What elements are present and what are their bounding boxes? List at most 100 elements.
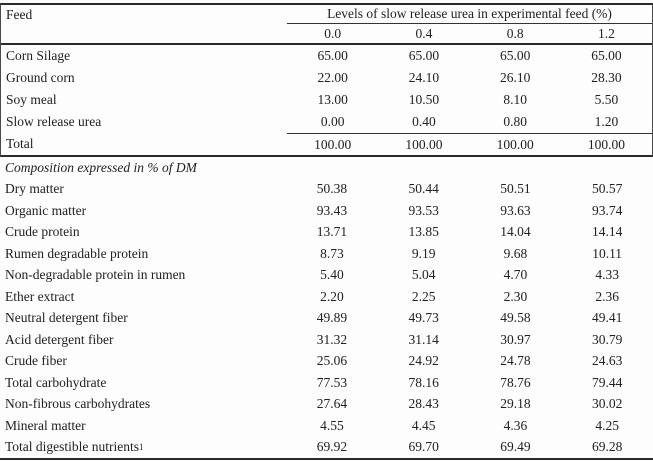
table-row-slow-release-urea: Slow release urea 0.00 0.40 0.80 1.20 (1, 111, 652, 133)
value-cell: 8.10 (503, 92, 527, 107)
row-label: Organic matter (5, 202, 87, 218)
value-cell: 50.57 (591, 181, 623, 197)
value-cell: 5.04 (411, 267, 436, 283)
row-label: Crude fiber (5, 353, 67, 369)
row-values: 8.73 9.19 9.68 10.11 (286, 243, 653, 265)
value-cell: 50.44 (408, 181, 439, 197)
table-row-organic-matter: Organic matter 93.43 93.53 93.63 93.74 (0, 200, 653, 222)
value-cell: 69.92 (316, 439, 348, 455)
row-values: 50.38 50.44 50.51 50.57 (286, 179, 653, 201)
value-cell: 4.36 (503, 417, 528, 433)
value-cell: 79.44 (591, 374, 623, 390)
table-row-rumen-degradable-protein: Rumen degradable protein 8.73 9.19 9.68 … (0, 243, 653, 265)
row-label: Mineral matter (5, 417, 86, 433)
value-cell: 2.30 (503, 288, 528, 304)
row-values: 5.40 5.04 4.70 4.33 (286, 265, 653, 287)
row-values: 4.55 4.45 4.36 4.25 (286, 415, 653, 437)
value-cell: 13.00 (317, 92, 348, 107)
row-values: 69.92 69.70 69.49 69.28 (286, 437, 653, 459)
value-cell: 5.40 (320, 267, 344, 283)
table-row-total: Total 100.00 100.00 100.00 100.00 (1, 133, 652, 155)
table-row-acid-detergent-fiber: Acid detergent fiber 31.32 31.14 30.97 3… (0, 329, 653, 351)
row-values: 65.00 65.00 65.00 65.00 (287, 45, 652, 67)
value-cell: 24.92 (408, 353, 439, 369)
table-row-crude-protein: Crude protein 13.71 13.85 14.04 14.14 (0, 222, 653, 244)
row-label: Total carbohydrate (5, 374, 107, 390)
table-row-total-carbohydrate: Total carbohydrate 77.53 78.16 78.76 79.… (0, 372, 653, 394)
value-cell: 65.00 (499, 48, 531, 63)
row-values: 100.00 100.00 100.00 100.00 (287, 133, 652, 155)
row-values: 2.20 2.25 2.30 2.36 (286, 286, 653, 308)
value-cell: 14.04 (500, 224, 531, 240)
value-cell: 77.53 (316, 374, 348, 390)
row-label: Neutral detergent fiber (5, 310, 128, 326)
value-cell: 8.73 (320, 245, 344, 261)
value-cell: 1.20 (594, 114, 619, 129)
value-cell: 4.70 (503, 267, 528, 283)
value-cell: 31.32 (316, 331, 348, 347)
value-cell: 100.00 (587, 136, 625, 152)
row-label: Non-degradable protein in rumen (5, 267, 186, 283)
level-header-0.8: 0.8 (506, 25, 524, 41)
value-cell: 22.00 (317, 70, 348, 85)
ingredients-section: Feed Levels of slow release urea in expe… (0, 3, 653, 157)
row-values: 27.64 28.43 29.18 30.02 (286, 394, 653, 416)
table-row-non-degradable-protein: Non-degradable protein in rumen 5.40 5.0… (0, 265, 653, 287)
level-header-1.2: 1.2 (597, 25, 615, 41)
row-label: Soy meal (6, 92, 57, 107)
composition-section-header: Composition expressed in % of DM (5, 159, 197, 175)
row-values: 0.00 0.40 0.80 1.20 (287, 111, 652, 133)
value-cell: 9.68 (503, 245, 528, 261)
row-label-text: Total digestible nutrients (5, 439, 140, 455)
row-values: 13.00 10.50 8.10 5.50 (287, 89, 652, 111)
value-cell: 27.64 (316, 396, 348, 412)
value-cell: 10.11 (592, 245, 623, 261)
level-header-0.4: 0.4 (415, 25, 433, 41)
value-cell: 0.80 (503, 114, 527, 129)
value-cell: 13.85 (408, 224, 439, 240)
row-label: Ether extract (5, 288, 75, 304)
table-row-corn-silage: Corn Silage 65.00 65.00 65.00 65.00 (1, 45, 652, 67)
row-label: Non-fibrous carbohydrates (5, 396, 151, 412)
value-cell: 49.89 (316, 310, 348, 326)
value-cell: 100.00 (496, 136, 534, 152)
value-cell: 26.10 (499, 70, 531, 85)
feed-column-header: Feed (6, 6, 33, 22)
value-cell: 4.45 (411, 417, 436, 433)
table-row-ground-corn: Ground corn 22.00 24.10 26.10 28.30 (1, 67, 652, 89)
table-row-ether-extract: Ether extract 2.20 2.25 2.30 2.36 (0, 286, 653, 308)
value-cell: 31.14 (408, 331, 439, 347)
value-cell: 9.19 (411, 245, 436, 261)
value-cell: 50.38 (316, 181, 348, 197)
header-spacer (1, 24, 287, 43)
row-values: 77.53 78.16 78.76 79.44 (286, 372, 653, 394)
value-cell: 93.74 (591, 202, 623, 218)
value-cell: 2.36 (595, 288, 619, 304)
value-cell: 24.10 (408, 70, 440, 85)
value-cell: 0.00 (320, 114, 345, 129)
composition-section: Composition expressed in % of DM Dry mat… (0, 157, 653, 460)
value-cell: 29.18 (500, 396, 531, 412)
table-row-neutral-detergent-fiber: Neutral detergent fiber 49.89 49.73 49.5… (0, 308, 653, 330)
level-header-0.0: 0.0 (324, 25, 342, 41)
value-cell: 49.41 (591, 310, 623, 326)
value-cell: 30.97 (500, 331, 531, 347)
value-cell: 93.53 (408, 202, 439, 218)
row-label: Corn Silage (6, 48, 71, 63)
value-cell: 5.50 (594, 92, 619, 107)
value-cell: 4.25 (595, 417, 619, 433)
value-cell: 50.51 (500, 181, 531, 197)
row-label: Rumen degradable protein (5, 245, 149, 261)
value-cell: 28.43 (408, 396, 439, 412)
row-values: 31.32 31.14 30.97 30.79 (286, 329, 653, 351)
value-cell: 28.30 (591, 70, 622, 85)
value-cell: 69.70 (408, 439, 439, 455)
table-row-total-digestible-nutrients: Total digestible nutrients 1 69.92 69.70 … (0, 437, 653, 459)
row-label: Crude protein (5, 224, 80, 240)
row-values: 22.00 24.10 26.10 28.30 (287, 67, 652, 89)
value-cell: 14.14 (591, 224, 623, 240)
table-row-non-fibrous-carbohydrates: Non-fibrous carbohydrates 27.64 28.43 29… (0, 394, 653, 416)
value-cell: 25.06 (316, 353, 348, 369)
value-cell: 65.00 (408, 48, 440, 63)
